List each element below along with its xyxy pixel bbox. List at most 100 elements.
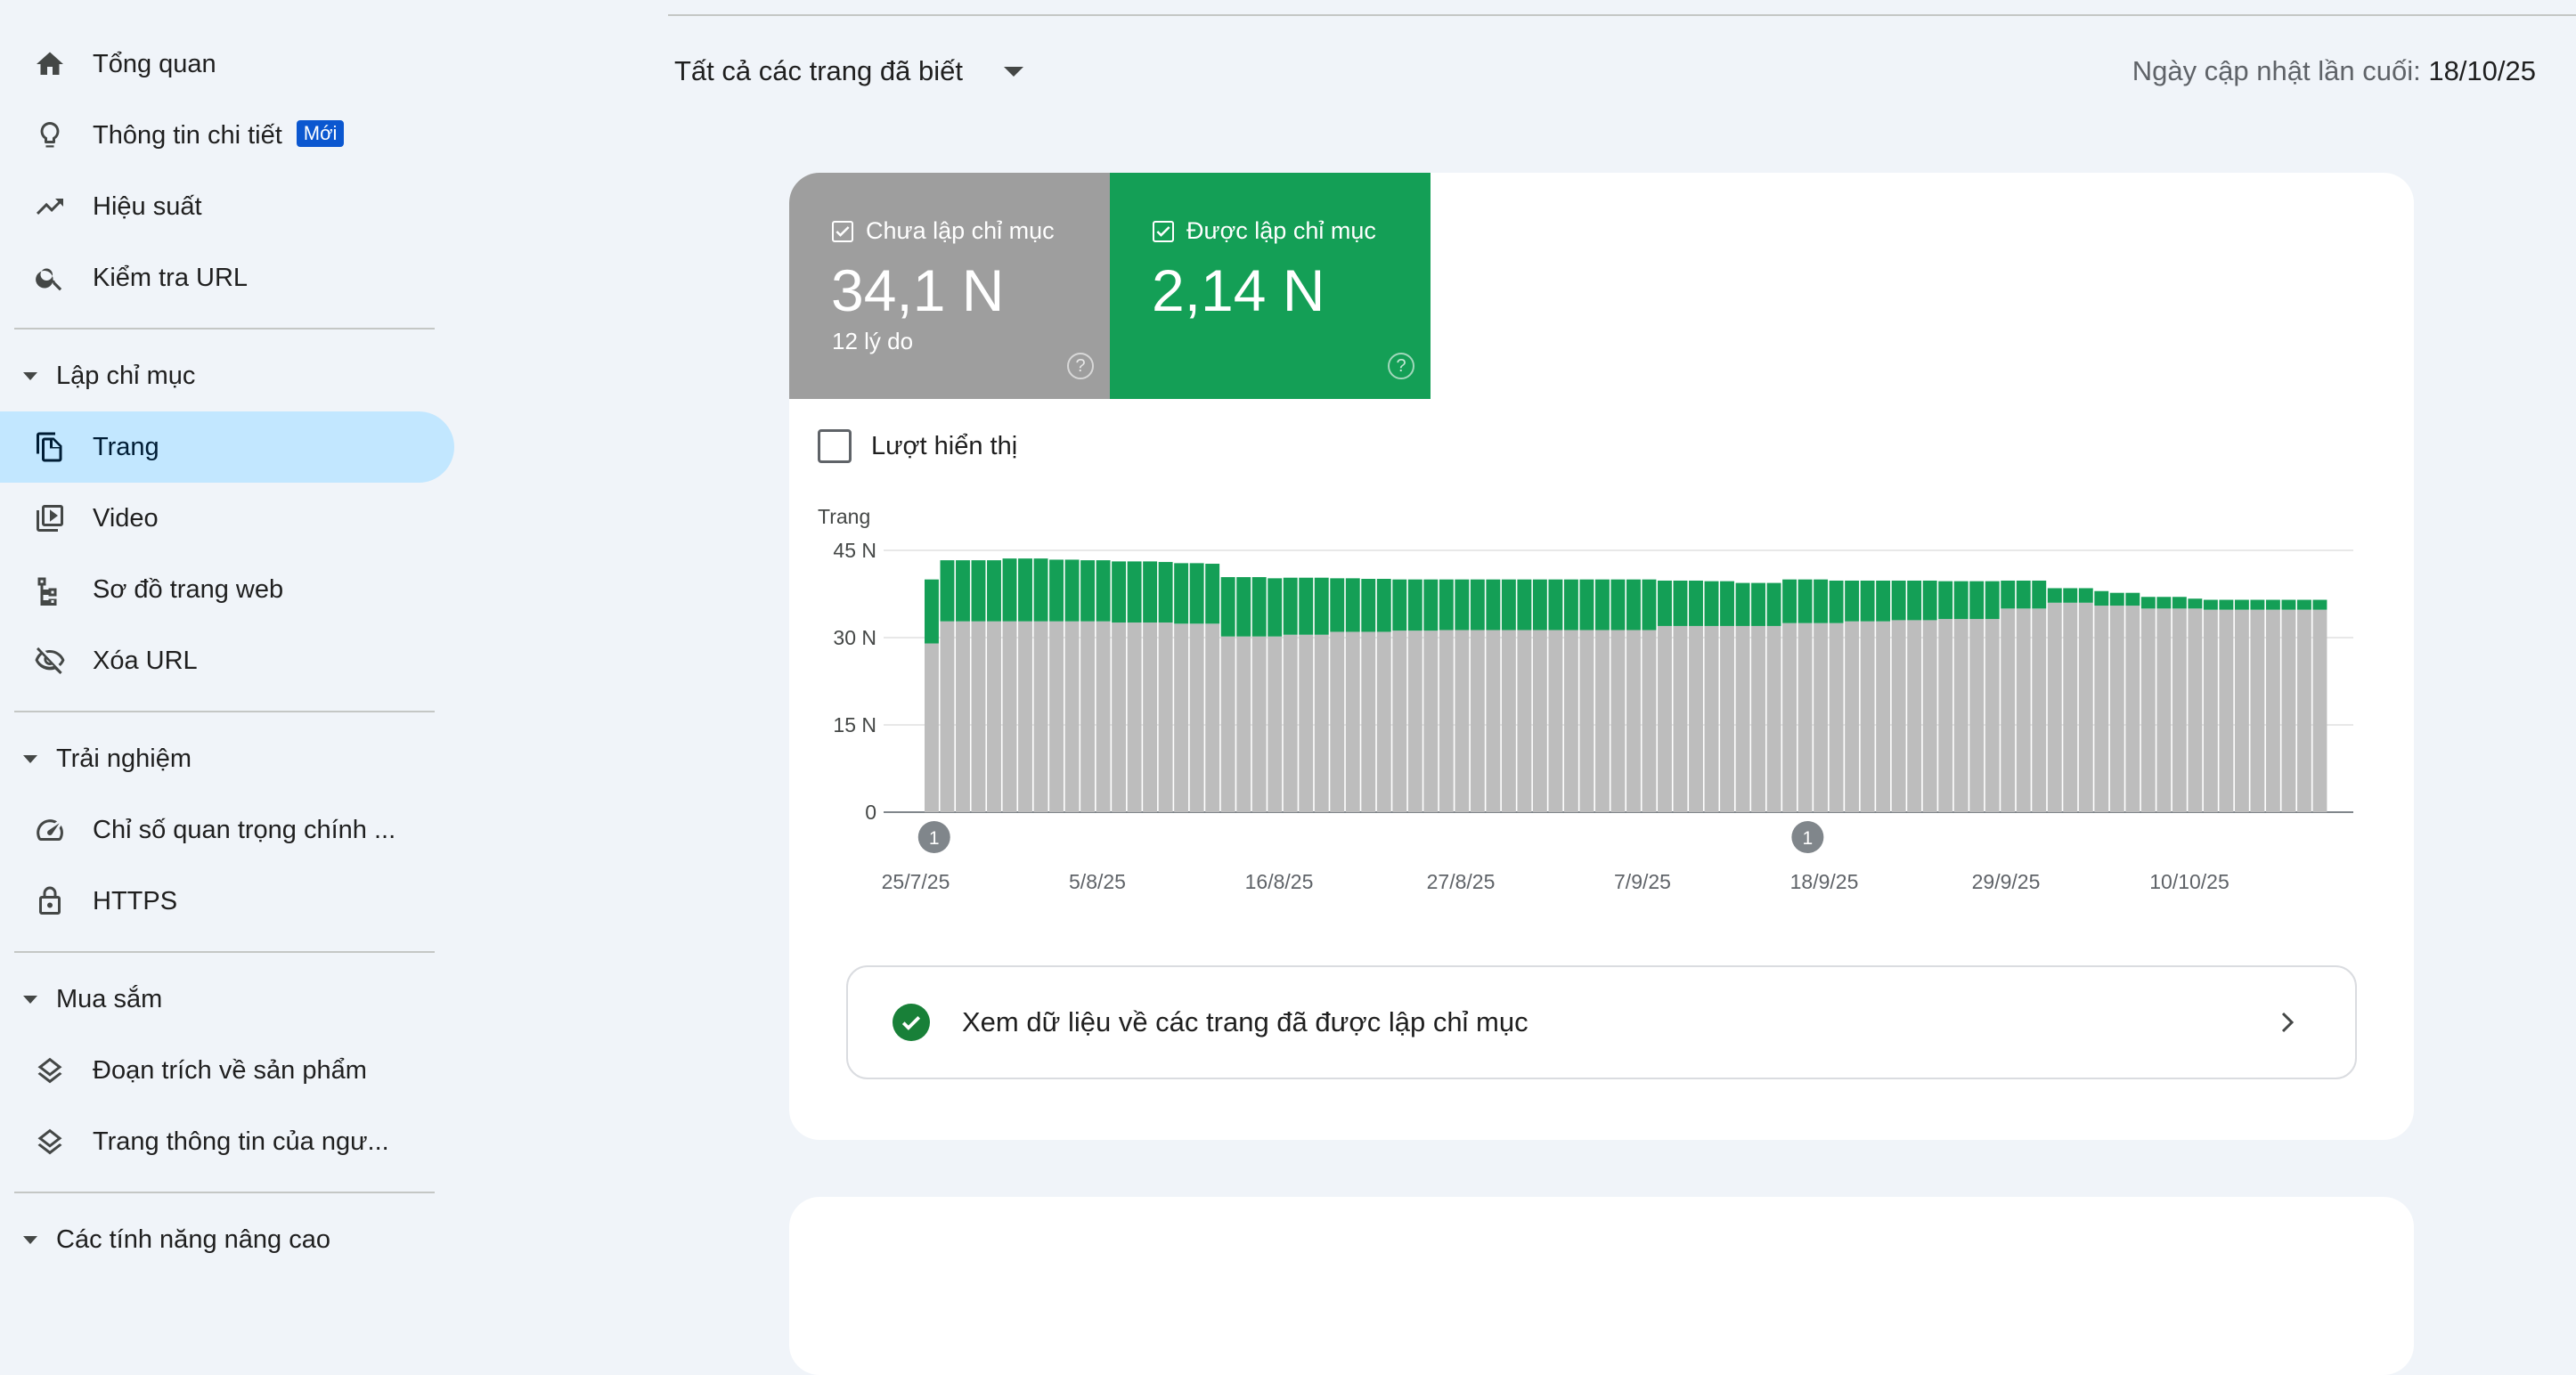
bar-indexed (2125, 592, 2140, 606)
bar-indexed (2032, 580, 2047, 609)
nav-pages-label: Trang (93, 432, 159, 461)
visibility-off-icon (32, 643, 68, 679)
bar-not-indexed (1018, 621, 1032, 812)
bar-indexed (1455, 579, 1470, 631)
nav-removals[interactable]: Xóa URL (0, 625, 454, 696)
bar-not-indexed (2047, 602, 2062, 812)
bar-not-indexed (1283, 634, 1298, 812)
bar-indexed (1080, 560, 1096, 622)
nav-video[interactable]: Video (0, 483, 454, 554)
bar-not-indexed (1143, 622, 1158, 812)
bar-indexed (1969, 581, 1985, 620)
bar-not-indexed (2296, 609, 2311, 812)
bar-not-indexed (1689, 625, 1703, 812)
bar-not-indexed (2078, 602, 2093, 812)
nav-pages[interactable]: Trang (0, 411, 454, 483)
sidebar-divider (14, 328, 435, 330)
help-icon[interactable]: ? (1067, 353, 1094, 379)
bar-not-indexed (1563, 630, 1578, 812)
sidebar-divider (14, 711, 435, 712)
top-divider (668, 14, 2576, 16)
y-tick-label: 0 (865, 801, 876, 824)
bar-not-indexed (1797, 622, 1813, 812)
bar-not-indexed (1299, 634, 1314, 812)
nav-merchant-listings-label: Trang thông tin của ngư... (93, 1127, 389, 1156)
bar-not-indexed (1704, 625, 1719, 812)
nav-product-snippets[interactable]: Đoạn trích về sản phẩm (0, 1035, 454, 1106)
impressions-toggle[interactable]: Lượt hiển thị (818, 429, 1017, 463)
bar-indexed (2016, 580, 2031, 609)
bar-not-indexed (1361, 631, 1376, 812)
y-tick-label: 30 N (833, 626, 876, 649)
bar-not-indexed (1985, 619, 2000, 812)
checkbox-unchecked-icon[interactable] (818, 429, 852, 463)
bar-indexed (2109, 592, 2124, 606)
bar-indexed (1907, 580, 1922, 621)
nav-url-inspection[interactable]: Kiểm tra URL (0, 242, 454, 313)
bar-not-indexed (1376, 631, 1391, 812)
annotation-label: 1 (929, 828, 940, 849)
nav-overview[interactable]: Tổng quan (0, 28, 454, 100)
bar-not-indexed (2234, 609, 2249, 812)
bar-indexed (1361, 579, 1376, 632)
nav-insights[interactable]: Thông tin chi tiết Mới (0, 100, 454, 171)
trending-up-icon (32, 189, 68, 224)
bar-indexed (1096, 560, 1111, 622)
tile-not-indexed[interactable]: Chưa lập chỉ mục 34,1 N 12 lý do ? (789, 173, 1110, 399)
help-icon[interactable]: ? (1388, 353, 1414, 379)
bar-not-indexed (2125, 606, 2140, 812)
nav-performance[interactable]: Hiệu suất (0, 171, 454, 242)
bar-not-indexed (1751, 625, 1765, 812)
bar-not-indexed (1579, 630, 1594, 812)
bar-indexed (1720, 581, 1734, 626)
section-indexing[interactable]: Lập chỉ mục (0, 349, 445, 403)
checkbox-checked-icon[interactable] (1153, 220, 1174, 242)
bar-indexed (1797, 579, 1813, 623)
section-enhancements-label: Các tính năng nâng cao (56, 1224, 330, 1254)
page-filter-dropdown[interactable]: Tất cả các trang đã biết (674, 55, 1023, 87)
bar-not-indexed (2188, 608, 2203, 812)
view-indexed-pages-link[interactable]: Xem dữ liệu về các trang đã được lập chỉ… (846, 965, 2357, 1079)
last-updated-value: 18/10/25 (2428, 55, 2536, 86)
bar-not-indexed (1922, 620, 1937, 812)
bar-not-indexed (2312, 609, 2327, 812)
bar-not-indexed (1314, 634, 1329, 812)
bar-not-indexed (1548, 630, 1563, 812)
sitemap-icon (32, 572, 68, 607)
bar-not-indexed (1127, 622, 1142, 812)
section-enhancements[interactable]: Các tính năng nâng cao (0, 1213, 445, 1266)
section-experience[interactable]: Trải nghiệm (0, 732, 445, 785)
bar-indexed (925, 579, 939, 644)
bar-indexed (1626, 579, 1641, 631)
bar-indexed (1704, 581, 1719, 626)
bar-indexed (1532, 579, 1547, 631)
bar-indexed (1814, 579, 1829, 623)
home-icon (32, 46, 68, 82)
tile-indexed-label: Được lập chỉ mục (1186, 217, 1376, 244)
checkbox-checked-icon[interactable] (832, 220, 853, 242)
next-card (789, 1197, 2414, 1375)
bar-indexed (1829, 580, 1844, 623)
bar-indexed (1501, 579, 1516, 631)
annotation-marker (917, 821, 950, 853)
tile-indexed[interactable]: Được lập chỉ mục 2,14 N ? (1110, 173, 1431, 399)
bar-not-indexed (1345, 631, 1360, 812)
bar-not-indexed (1080, 621, 1096, 812)
lightbulb-icon (32, 118, 68, 153)
bar-indexed (1018, 558, 1032, 622)
nav-core-web-vitals[interactable]: Chỉ số quan trọng chính ... (0, 794, 454, 866)
bar-not-indexed (2140, 608, 2156, 812)
bar-indexed (1407, 579, 1423, 631)
nav-merchant-listings[interactable]: Trang thông tin của ngư... (0, 1106, 454, 1177)
nav-sitemaps[interactable]: Sơ đồ trang web (0, 554, 454, 625)
bar-indexed (1735, 582, 1750, 626)
bar-not-indexed (2265, 609, 2280, 812)
caret-down-icon (23, 754, 37, 763)
bar-indexed (1189, 563, 1204, 624)
nav-removals-label: Xóa URL (93, 646, 198, 675)
section-shopping[interactable]: Mua sắm (0, 972, 445, 1026)
x-tick-label: 18/9/25 (1790, 870, 1859, 893)
sidebar-divider (14, 1192, 435, 1193)
bar-indexed (1751, 582, 1765, 626)
nav-https[interactable]: HTTPS (0, 866, 454, 937)
